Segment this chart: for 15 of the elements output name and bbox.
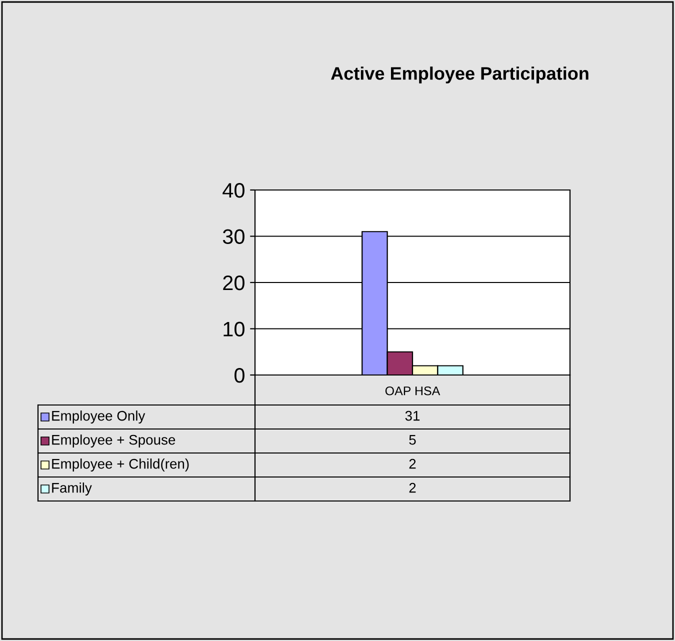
text: 2 bbox=[409, 482, 416, 493]
legend-label: Employee + Child(ren) bbox=[52, 458, 189, 472]
text: 31 bbox=[405, 410, 420, 421]
text: 2 bbox=[409, 458, 416, 469]
y-tick-label: 40 bbox=[222, 183, 244, 198]
legend-label: Employee Only bbox=[52, 410, 146, 424]
text: 5 bbox=[409, 435, 416, 445]
legend-label: Employee + Spouse bbox=[52, 434, 176, 448]
legend-label: Family bbox=[52, 482, 92, 496]
y-tick-label: 30 bbox=[222, 229, 244, 244]
y-tick-label: 0 bbox=[234, 368, 244, 383]
y-tick-label: 20 bbox=[223, 276, 244, 290]
x-tick-label: OAP HSA bbox=[385, 386, 440, 396]
chart-title: Active Employee Participation bbox=[331, 66, 588, 84]
y-tick-label: 10 bbox=[224, 322, 244, 337]
